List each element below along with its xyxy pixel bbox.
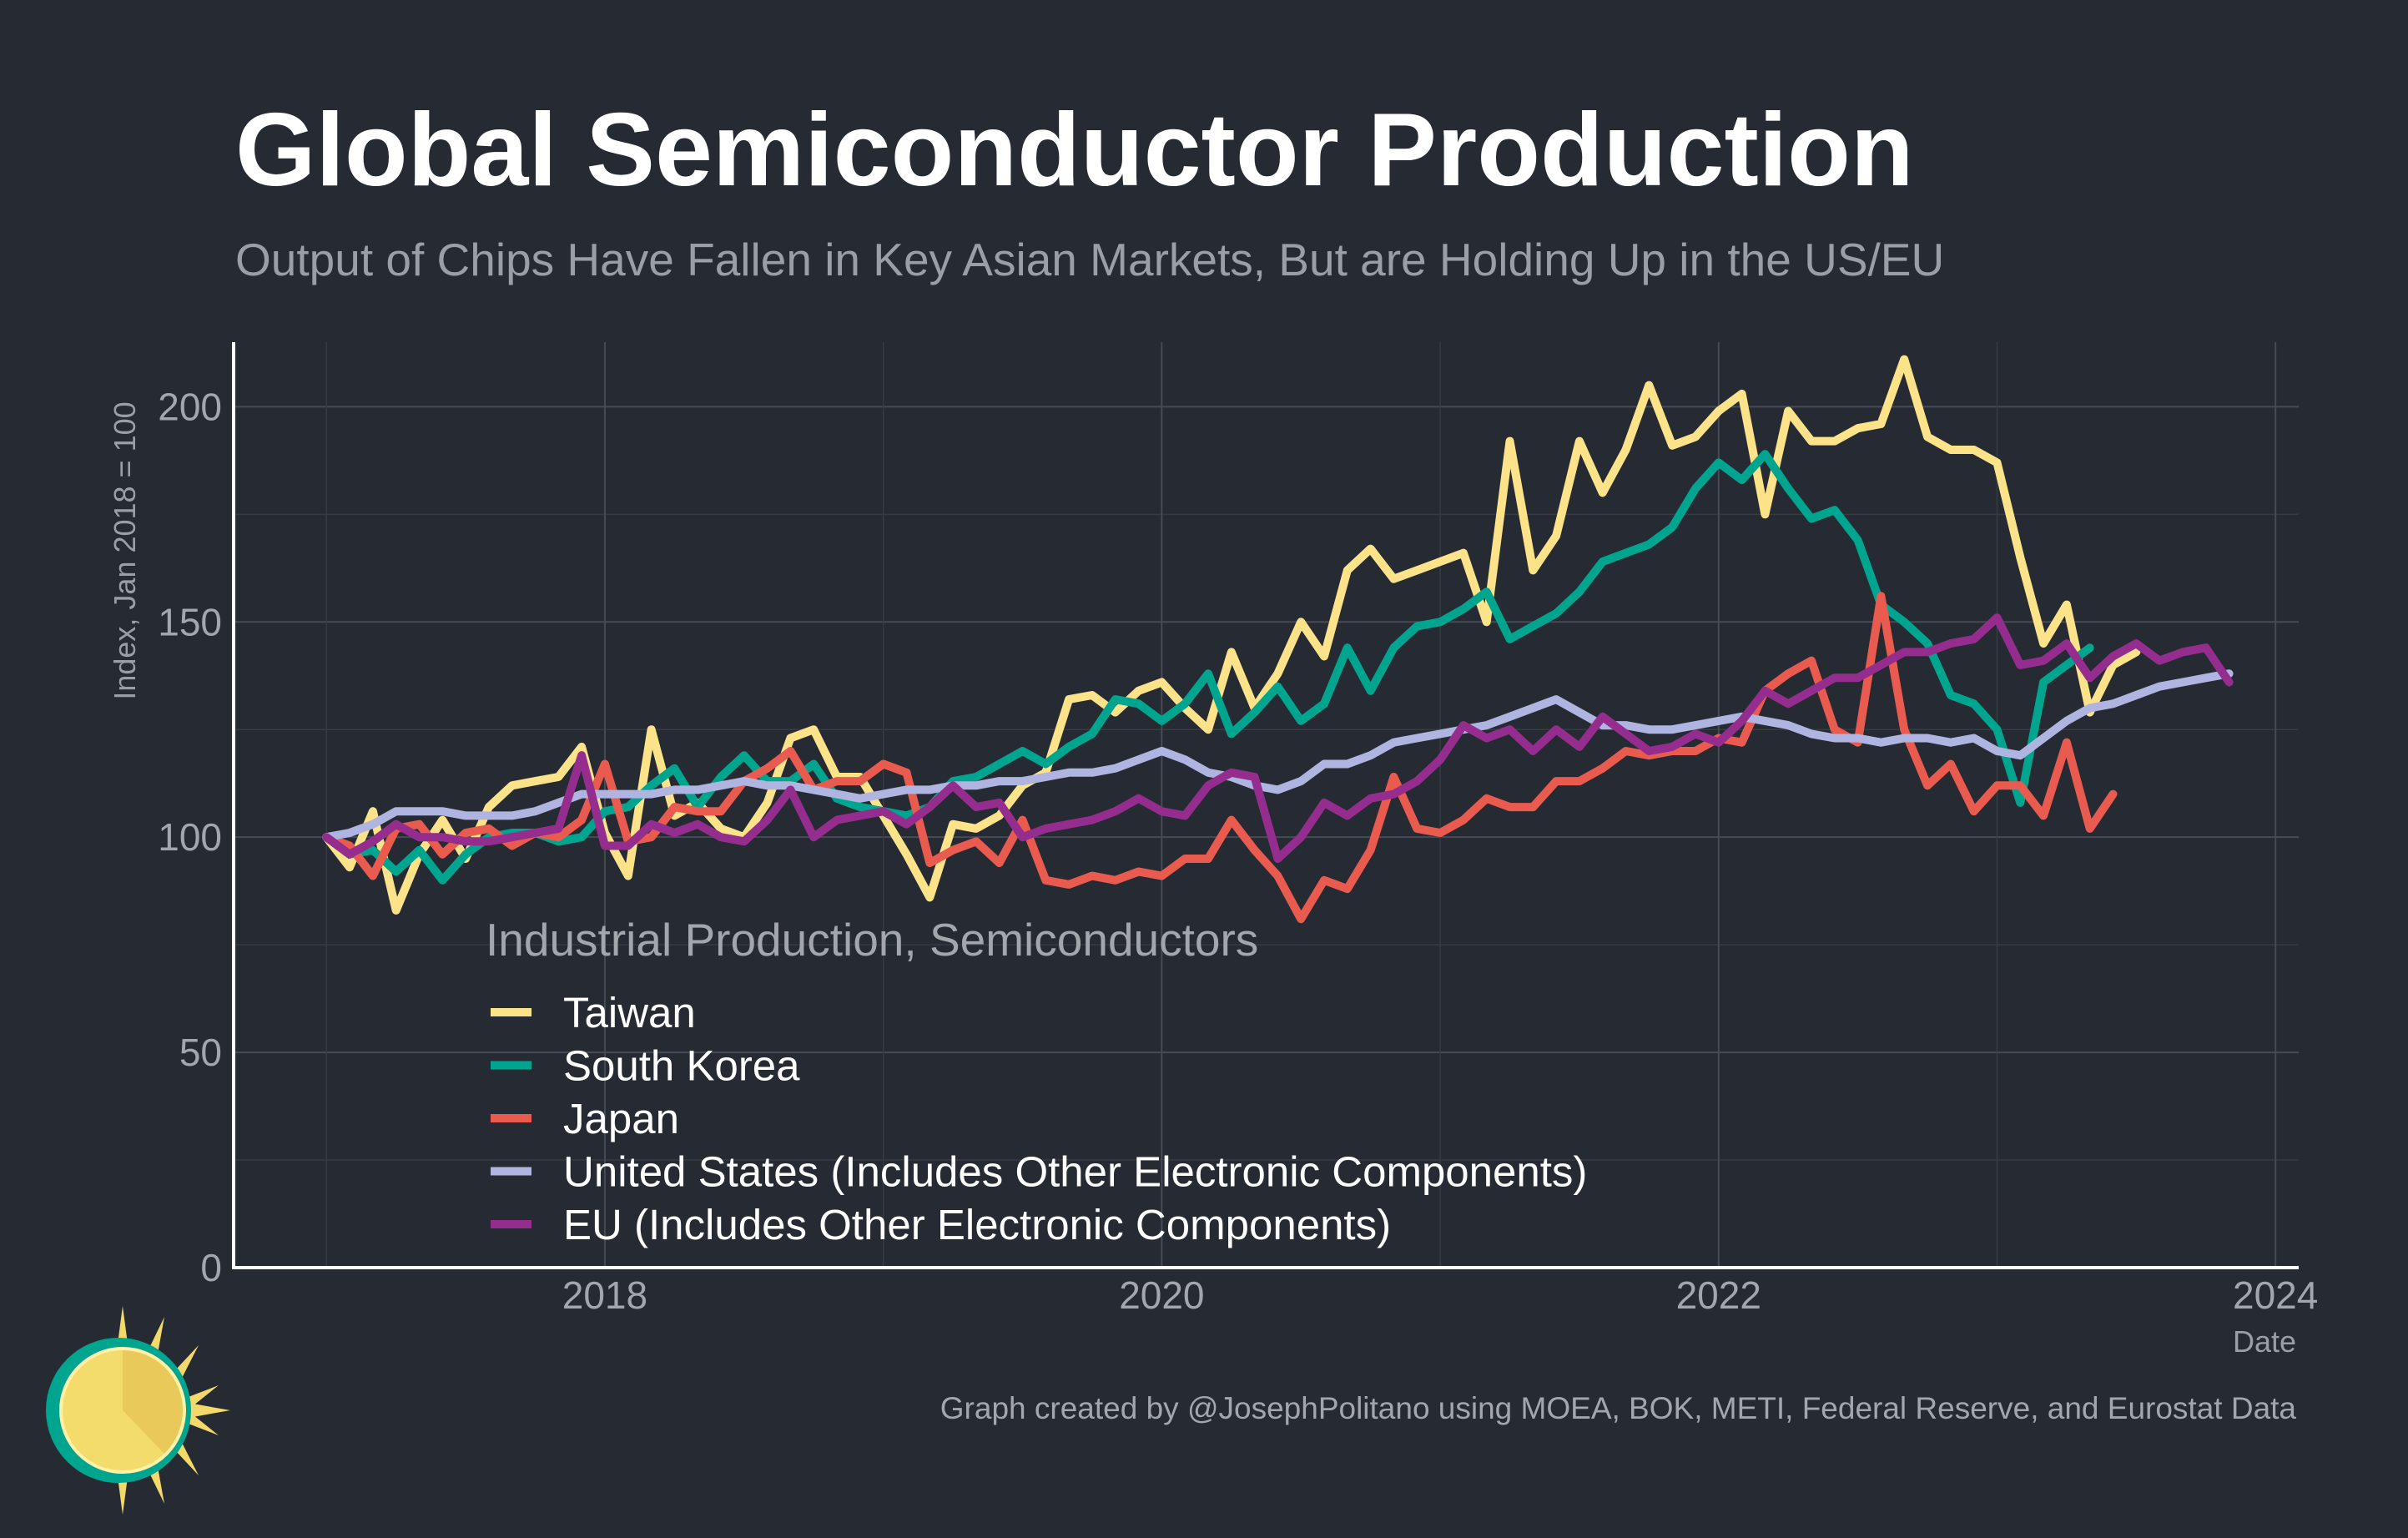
y-tick-label: 50 xyxy=(179,1031,222,1074)
y-tick-label: 150 xyxy=(158,600,222,643)
series-line-1 xyxy=(322,355,2141,915)
legend: Industrial Production, Semiconductors Ta… xyxy=(486,914,1587,1248)
y-tick-label: 100 xyxy=(158,815,222,859)
x-tick-label: 2020 xyxy=(1119,1273,1204,1317)
legend-items: Taiwan South Korea Japan United States (Inc… xyxy=(491,989,1587,1248)
chart-caption: Graph created by @JosephPolitano using M… xyxy=(940,1391,2297,1425)
series-line-2 xyxy=(322,450,2094,885)
legend-label: United States (Includes Other Electronic… xyxy=(563,1148,1587,1196)
x-tick-labels: 2018 2020 2022 2024 xyxy=(562,1273,2319,1317)
series-line-5 xyxy=(322,613,2234,863)
x-tick-label: 2018 xyxy=(562,1273,647,1317)
legend-label: South Korea xyxy=(563,1042,800,1090)
series-line-3 xyxy=(322,592,2118,924)
axis-layer xyxy=(232,342,2299,1269)
legend-label: Taiwan xyxy=(563,989,696,1036)
x-tick-label: 2022 xyxy=(1676,1273,1761,1317)
series-line-4 xyxy=(322,669,2234,842)
legend-label: EU (Includes Other Electronic Components… xyxy=(563,1201,1391,1248)
grid-layer xyxy=(234,342,2299,1268)
y-axis-title: Index, Jan 2018 = 100 xyxy=(108,401,142,699)
y-tick-label: 200 xyxy=(158,385,222,428)
x-tick-label: 2024 xyxy=(2233,1273,2318,1317)
sun-logo-icon xyxy=(46,1306,230,1515)
x-axis-title: Date xyxy=(2233,1324,2296,1359)
series-layer xyxy=(322,355,2234,924)
chart-title: Global Semiconductor Production xyxy=(235,93,1914,208)
y-tick-label: 0 xyxy=(200,1246,222,1289)
y-tick-labels: 0 50 100 150 200 xyxy=(158,385,222,1289)
legend-label: Japan xyxy=(563,1095,679,1142)
legend-title: Industrial Production, Semiconductors xyxy=(486,914,1258,966)
chart-subtitle: Output of Chips Have Fallen in Key Asian… xyxy=(235,234,1944,285)
